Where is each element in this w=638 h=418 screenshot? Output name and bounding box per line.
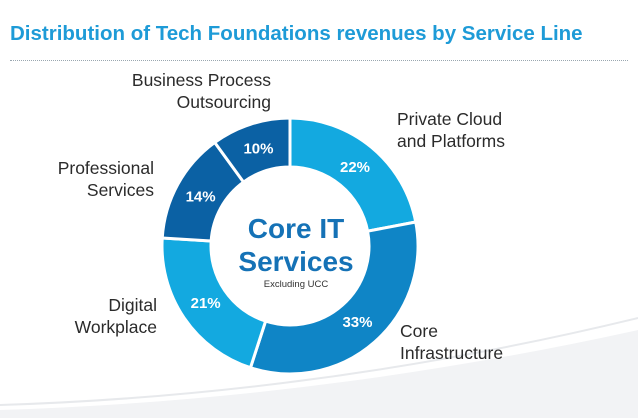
slice-percent-3: 14% (186, 188, 216, 205)
label-professional-services: Professional Services (57, 158, 154, 200)
slice-percent-4: 10% (243, 140, 273, 157)
slice-percent-0: 22% (340, 159, 370, 176)
center-title: Core IT Services (238, 213, 354, 277)
label-business-process-outsourcing: Business Process Outsourcing (131, 70, 271, 112)
label-private-cloud: Private Cloud and Platforms (397, 109, 505, 151)
donut-slice-1 (248, 220, 420, 376)
slice-percent-1: 33% (342, 314, 372, 331)
label-core-infrastructure: Core Infrastructure (400, 321, 504, 363)
center-subtitle: Excluding UCC (263, 279, 329, 290)
donut-slice-4 (212, 116, 292, 185)
title-divider (10, 60, 628, 61)
slice-percent-2: 21% (191, 295, 221, 312)
chart-title: Distribution of Tech Foundations revenue… (10, 22, 583, 45)
label-digital-workplace: Digital Workplace (74, 295, 157, 337)
